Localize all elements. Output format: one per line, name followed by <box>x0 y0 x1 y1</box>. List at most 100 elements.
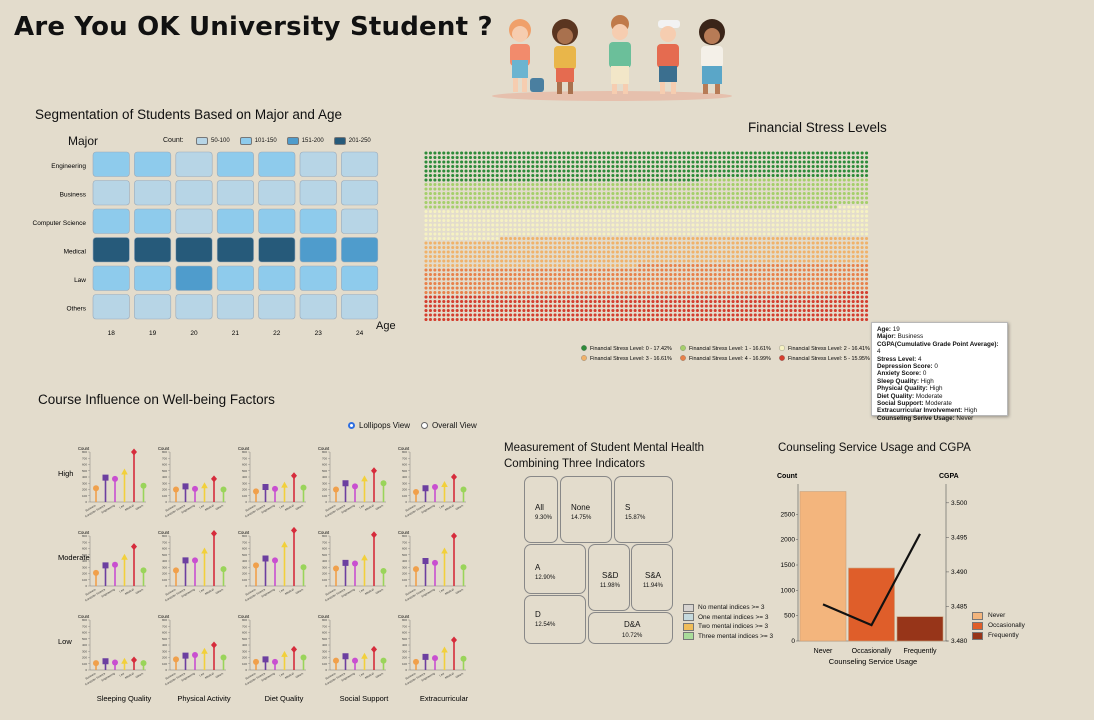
waffle-dot <box>655 200 659 205</box>
waffle-dot <box>824 200 829 205</box>
waffle-dot <box>704 173 708 178</box>
waffle-dot <box>820 304 824 308</box>
waffle-dot <box>651 187 655 191</box>
waffle-dot <box>824 196 829 200</box>
waffle-dot <box>620 227 624 232</box>
waffle-dot <box>735 236 740 241</box>
waffle-dot <box>847 313 851 317</box>
waffle-dot <box>522 241 526 245</box>
lollipop-head <box>441 646 448 653</box>
waffle-dot <box>504 268 508 272</box>
waffle-dot <box>735 277 740 281</box>
waffle-dot <box>513 187 517 191</box>
waffle-dot <box>780 182 784 187</box>
waffle-dot <box>642 196 646 200</box>
waffle-dot <box>860 263 864 268</box>
waffle-dot <box>807 308 811 313</box>
waffle-dot <box>691 196 695 200</box>
waffle-dot <box>673 308 677 313</box>
waffle-dot <box>771 218 775 223</box>
lollipop-y-tick: 700 <box>82 540 87 544</box>
waffle-dot <box>851 232 855 236</box>
waffle-dot <box>847 218 851 223</box>
waffle-dot <box>655 173 659 178</box>
waffle-dot <box>824 205 829 209</box>
waffle-dot <box>753 232 757 236</box>
waffle-dot <box>673 236 677 241</box>
waffle-dot <box>535 236 539 241</box>
waffle-dot <box>704 286 708 290</box>
waffle-dot <box>437 290 441 295</box>
counseling-legend-item: Never <box>972 611 1025 621</box>
waffle-dot <box>687 268 691 272</box>
lollipop-column-label: Social Support <box>340 694 390 703</box>
waffle-dot <box>557 173 562 178</box>
lollipops-view-option[interactable]: Lollipops View <box>348 421 410 430</box>
waffle-dot <box>727 173 731 178</box>
waffle-dot <box>428 259 432 263</box>
waffle-dot <box>549 223 553 227</box>
waffle-dot <box>762 268 766 272</box>
waffle-dot <box>468 191 473 196</box>
waffle-dot <box>491 209 495 214</box>
waffle-dot <box>856 187 860 191</box>
waffle-dot <box>762 205 766 209</box>
waffle-dot <box>829 254 833 259</box>
overall-view-radio[interactable] <box>421 422 428 429</box>
waffle-dot <box>593 295 597 299</box>
waffle-dot <box>669 281 673 286</box>
waffle-dot <box>580 205 584 209</box>
waffle-dot <box>807 254 811 259</box>
waffle-dot <box>789 290 793 295</box>
waffle-dot <box>851 200 855 205</box>
waffle-dot <box>562 214 566 218</box>
waffle-dot <box>727 308 731 313</box>
waffle-dot <box>451 200 455 205</box>
waffle-dot <box>673 281 677 286</box>
overall-view-option[interactable]: Overall View <box>421 421 477 430</box>
waffle-dot <box>540 205 544 209</box>
waffle-dot <box>776 259 780 263</box>
waffle-dot <box>451 182 455 187</box>
waffle-dot <box>602 178 606 182</box>
waffle-dot <box>784 169 788 173</box>
waffle-dot <box>780 317 784 322</box>
waffle-dot <box>687 155 691 160</box>
waffle-dot <box>829 317 833 322</box>
waffle-dot <box>780 214 784 218</box>
waffle-dot <box>655 254 659 259</box>
waffle-dot <box>482 254 486 259</box>
waffle-dot <box>713 151 717 155</box>
waffle-dot <box>482 196 486 200</box>
waffle-dot <box>713 250 717 254</box>
lollipop-head <box>342 559 349 566</box>
legend-swatch <box>972 632 983 640</box>
waffle-dot <box>865 236 869 241</box>
waffle-dot <box>606 178 610 182</box>
waffle-dot <box>428 209 432 214</box>
waffle-dot <box>580 178 584 182</box>
lollipops-view-radio[interactable] <box>348 422 355 429</box>
waffle-dot <box>611 281 615 286</box>
waffle-dot <box>446 299 450 304</box>
waffle-dot <box>584 196 588 200</box>
waffle-dot <box>784 151 788 155</box>
waffle-dot <box>704 268 708 272</box>
counseling-right-axis-title: CGPA <box>939 473 959 480</box>
lollipop-y-tick: 400 <box>162 559 167 563</box>
waffle-dot <box>807 227 811 232</box>
waffle-dot <box>793 178 797 182</box>
waffle-dot <box>740 268 744 272</box>
waffle-dot <box>749 164 753 169</box>
waffle-dot <box>629 160 633 164</box>
lollipop-head <box>451 636 457 644</box>
waffle-dot <box>544 205 548 209</box>
waffle-dot <box>428 214 432 218</box>
waffle-dot <box>442 182 446 187</box>
waffle-dot <box>584 317 588 322</box>
waffle-dot <box>428 286 432 290</box>
waffle-dot <box>673 304 677 308</box>
lollipop-head <box>211 641 217 649</box>
waffle-dot <box>468 268 473 272</box>
waffle-dot <box>833 209 837 214</box>
